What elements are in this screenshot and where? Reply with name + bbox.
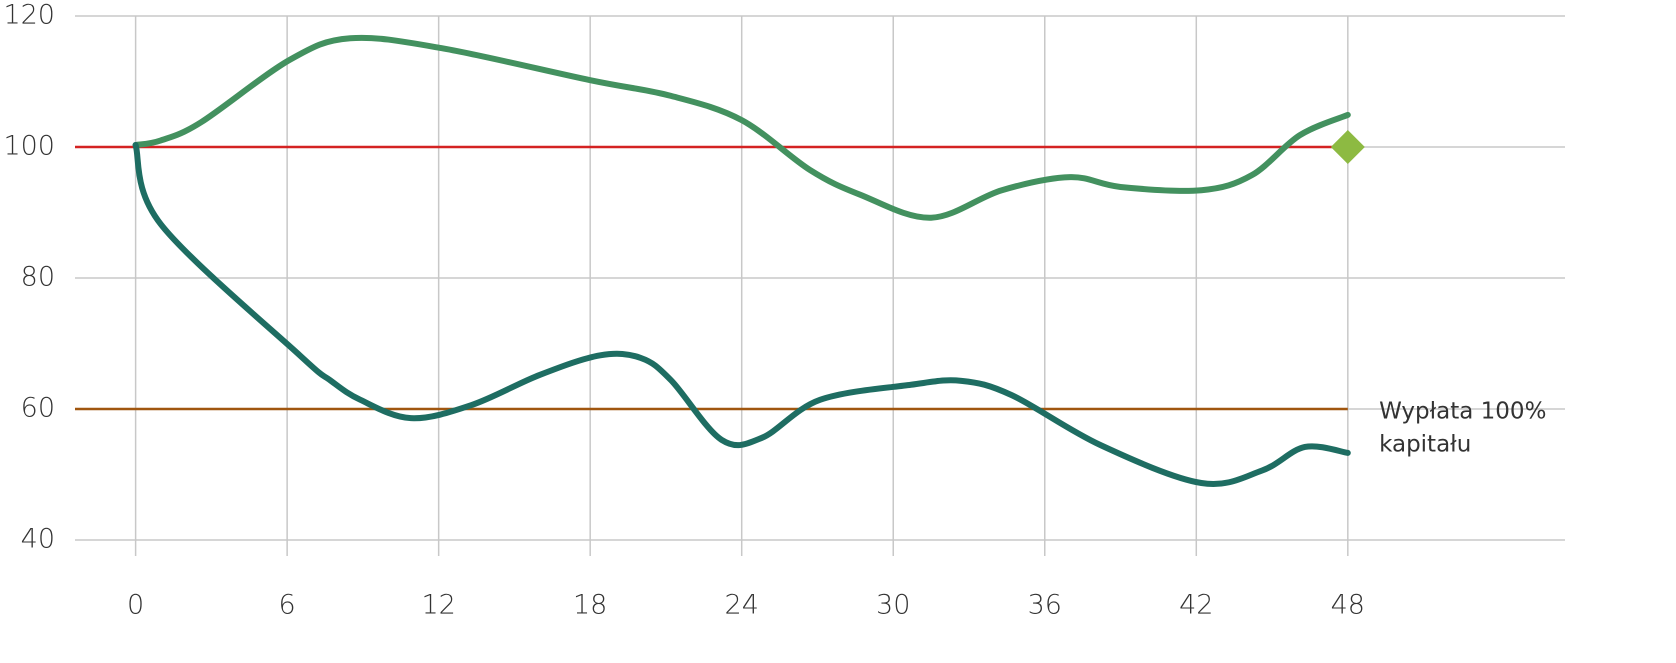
x-tick-label: 30 [876, 590, 910, 621]
y-tick-label: 100 [3, 131, 55, 162]
x-tick-label: 48 [1331, 590, 1365, 621]
x-tick-label: 18 [573, 590, 607, 621]
series-line [132, 34, 1351, 221]
x-tick-label: 24 [725, 590, 759, 621]
y-tick-label: 80 [21, 262, 55, 293]
marker [1330, 130, 1365, 164]
x-tick-label: 12 [421, 590, 455, 621]
y-tick-label: 40 [21, 524, 55, 555]
x-tick-label: 0 [127, 590, 144, 621]
annotation: Wypłata 100% [1379, 399, 1546, 425]
y-tick-label: 60 [21, 393, 55, 424]
annotation: kapitału [1379, 432, 1471, 458]
y-tick-label: 120 [3, 0, 55, 31]
x-tick-label: 6 [279, 590, 296, 621]
series-line [132, 142, 1351, 487]
x-tick-label: 42 [1179, 590, 1213, 621]
x-tick-label: 36 [1028, 590, 1062, 621]
